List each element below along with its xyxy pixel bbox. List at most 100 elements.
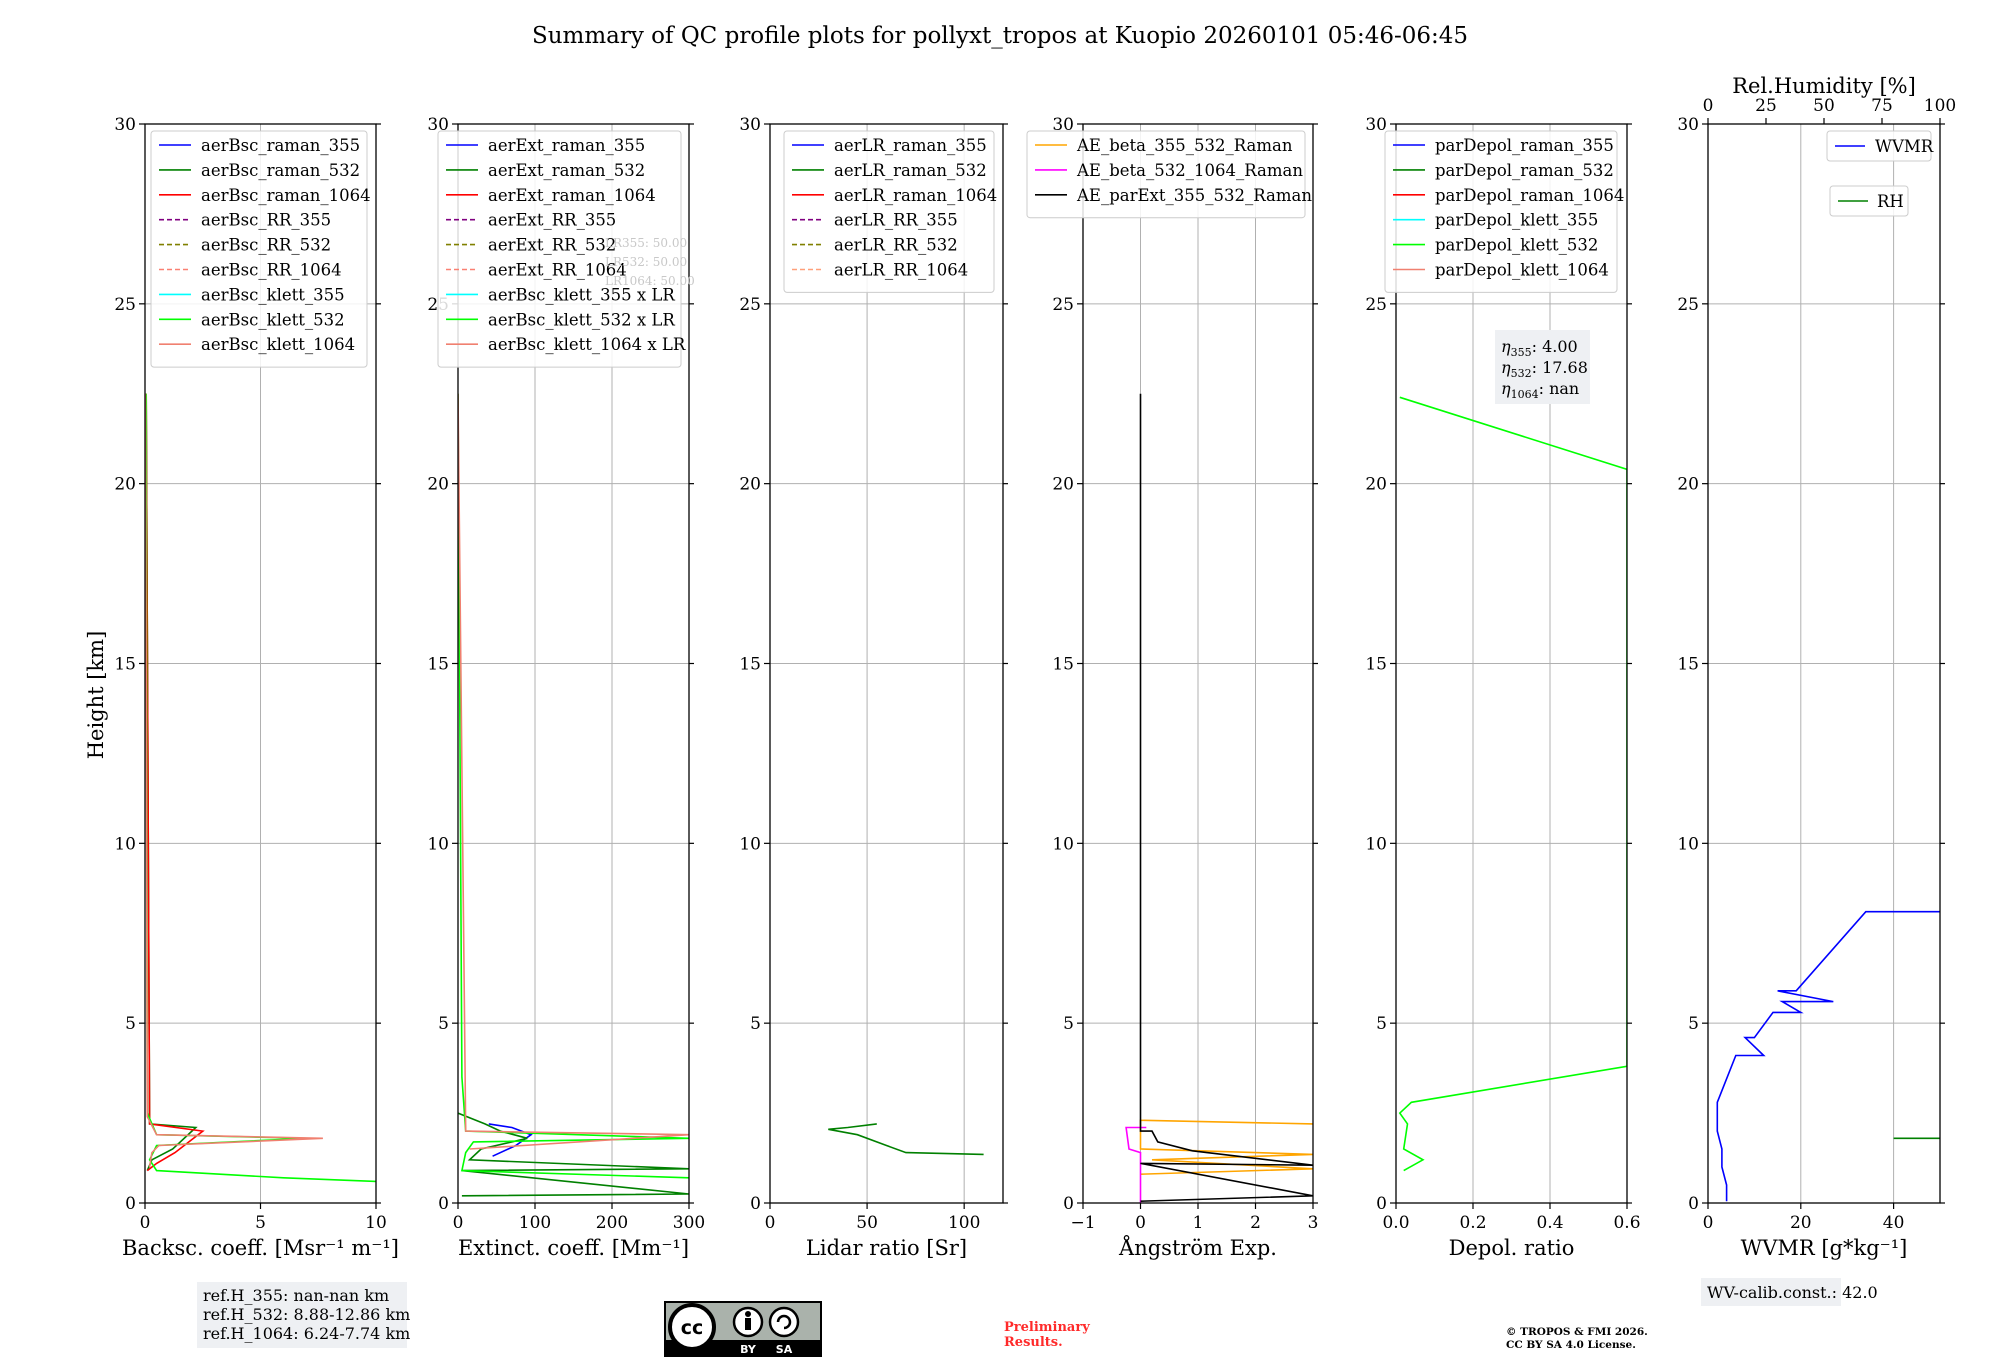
y-tick-label: 15 [114,655,136,675]
ref-h-532: ref.H_532: 8.88-12.86 km [203,1305,410,1324]
legend-label: aerBsc_raman_355 [201,136,360,155]
y-tick-label: 15 [1052,655,1074,675]
eta-symbol: η [1501,337,1511,356]
cc-icon [668,1303,716,1351]
series-aerLR_raman_532 [828,1123,984,1156]
series-parDepol_klett_532 [1398,396,1627,1172]
wv-calib-box-bg [1701,1278,1841,1306]
y-tick-label: 20 [1365,475,1387,495]
legend-label: RH [1877,192,1904,211]
legend-label: parDepol_raman_1064 [1435,186,1624,205]
legend-frame [1384,130,1618,293]
y-tick-label: 30 [739,115,761,135]
y-tick-label: 30 [1677,115,1699,135]
series-aerBsc_klett_1064 x LR [458,393,689,1150]
legend-label: aerExt_raman_1064 [488,186,656,205]
series-aerExt_raman_355 [488,1123,533,1157]
x-tick-label: 1 [1193,1213,1204,1233]
ref-h-1064: ref.H_1064: 6.24-7.74 km [203,1324,410,1343]
preliminary-line: Preliminary [1004,1320,1090,1335]
sa-arrow-icon [776,1314,792,1330]
y-tick-label: 0 [1376,1194,1387,1214]
y-tick-label: 10 [739,834,761,854]
eta-value: : 4.00 [1532,337,1578,356]
y-tick-label: 5 [1063,1014,1074,1034]
eta-value: : 17.68 [1532,358,1588,377]
y-tick-label: 5 [1376,1014,1387,1034]
x-tick-label: 0 [140,1213,151,1233]
y-tick-label: 10 [427,834,449,854]
y-tick-label: 0 [125,1194,136,1214]
legend-label: parDepol_klett_532 [1435,236,1598,255]
y-tick-label: 15 [739,655,761,675]
top-tick-label: 50 [1813,96,1835,116]
legend-frame [1026,130,1306,219]
x-axis-label: Lidar ratio [Sr] [806,1236,967,1260]
panel-depol: 0.0 0.2 0.4 0.6 0 5 10 15 20 25 30 Depol. ratio parD… [1365,115,1640,1260]
reference-height-box: ref.H_355: nan-nan km ref.H_532: 8.88-12… [197,1282,410,1348]
y-tick-label: 10 [1365,834,1387,854]
wv-calib-box: WV-calib.const.: 42.0 [1701,1278,1878,1306]
legend-label: parDepol_raman_355 [1435,136,1614,155]
x-tick-label: 50 [856,1213,878,1233]
rh-axis-label: Rel.Humidity [%] [1732,74,1916,98]
y-tick-label: 15 [1365,655,1387,675]
reference-height-box-bg [197,1282,407,1348]
legend-label: aerLR_raman_532 [834,161,987,180]
y-tick-label: 25 [114,295,136,315]
x-tick-label: 100 [948,1213,980,1233]
legend-label: aerBsc_RR_355 [201,211,331,230]
x-axis-label: WVMR [g*kg⁻¹] [1741,1236,1908,1260]
x-tick-label: 3 [1308,1213,1319,1233]
top-tick-label: 100 [1924,96,1956,116]
cc-license-badge: cc BY SA [664,1301,822,1357]
eta-subscript: 355 [1511,346,1532,359]
x-axis-label: Ångström Exp. [1118,1235,1277,1260]
y-tick-label: 0 [438,1194,449,1214]
x-axis-label: Depol. ratio [1449,1236,1575,1260]
rh-top-axis: 0 25 50 75 100 Rel.Humidity [%] [1703,74,1956,124]
y-tick-label: 5 [125,1014,136,1034]
x-tick-label: −1 [1070,1213,1095,1233]
legend-label: aerExt_raman_532 [488,161,645,180]
x-tick-label: 0 [1703,1213,1714,1233]
legend-label: WVMR [1875,137,1934,156]
y-tick-label: 30 [1052,115,1074,135]
x-tick-label: 0.0 [1382,1213,1409,1233]
x-tick-label: 2 [1250,1213,1261,1233]
legend-label: aerExt_RR_355 [488,211,616,230]
legend-frame [437,130,682,368]
legend-label: parDepol_raman_532 [1435,161,1614,180]
y-tick-label: 10 [114,834,136,854]
legend-frame [1829,185,1909,217]
x-tick-label: 300 [673,1213,705,1233]
legend-label: aerBsc_klett_1064 [201,335,355,354]
eta-value: : nan [1539,379,1580,398]
eta-entry: η532: 17.68 [1501,358,1588,380]
y-tick-label: 30 [1365,115,1387,135]
shared-y-axis-label: Height [km] [84,631,108,760]
series-aerBsc_raman_1064 [145,393,205,1172]
legend-frame [150,130,368,368]
copyright-line-2: CC BY SA 4.0 License. [1506,1339,1636,1351]
y-tick-label: 25 [1052,295,1074,315]
panel-extinction: 0100200300051015202530Extinct. coeff. [M… [427,115,705,1260]
legend-wvmr: WVMR [1826,130,1934,162]
cc-icon-text: cc [681,1317,704,1339]
y-tick-label: 25 [1365,295,1387,315]
legend-angstrom: AE_beta_355_532_Raman AE_beta_532_1064_Ra… [1026,130,1312,219]
x-tick-label: 100 [519,1213,551,1233]
copyright-line-1: © TROPOS & FMI 2026. [1506,1326,1648,1338]
legend-frame [783,130,995,293]
y-tick-label: 15 [1677,655,1699,675]
y-tick-label: 30 [114,115,136,135]
legend-extinction: aerExt_raman_355 aerExt_raman_532 aerExt_r… [437,130,686,368]
legend-label: aerBsc_raman_532 [201,161,360,180]
series-aerBsc_klett_532 x LR [458,393,689,1179]
top-tick-label: 75 [1871,96,1893,116]
panel-lidar_ratio: 0 50 100 0 5 10 15 20 25 30 Lidar ratio [Sr] aerLR_… [739,115,1008,1260]
series-AE_parExt_355_532_Raman [1139,393,1313,1202]
